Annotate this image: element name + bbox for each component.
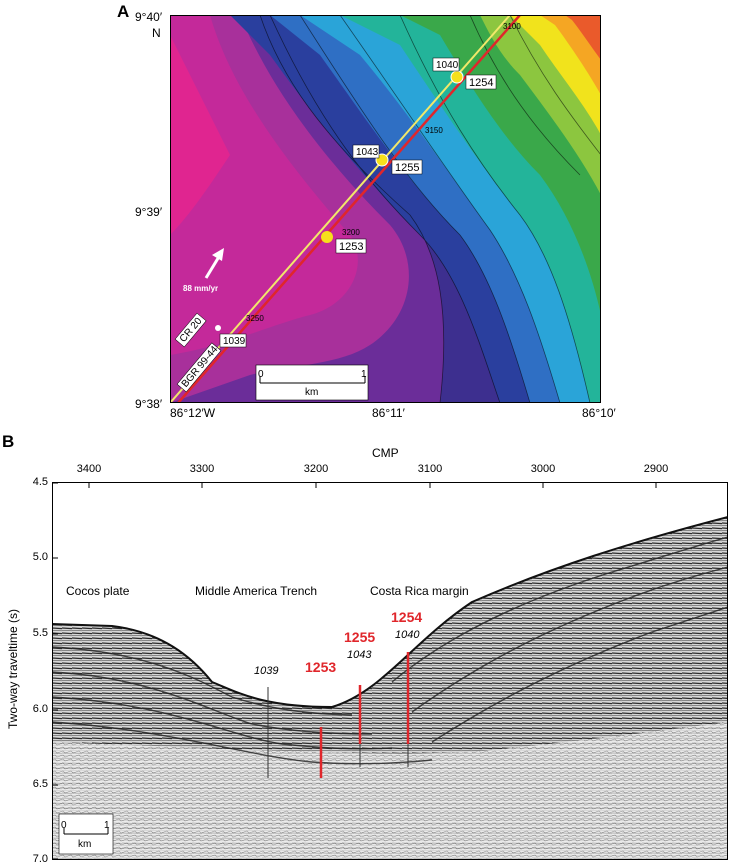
site-1254-seis-label: 1254	[391, 609, 422, 625]
seismic-section: Cocos plate Middle America Trench Costa …	[52, 482, 728, 860]
site-1039-marker	[215, 325, 221, 331]
twt-axis-title: Two-way traveltime (s)	[6, 608, 20, 730]
north-label: N	[152, 26, 161, 40]
twt-tick-5-0: 5.0	[32, 551, 48, 563]
cmp-tick-3100: 3100	[503, 22, 521, 31]
site-1039-seis-label: 1039	[254, 665, 278, 677]
plate-motion-arrow-icon	[204, 248, 224, 279]
site-1253-label: 1253	[339, 241, 363, 253]
site-1253-seis-label: 1253	[305, 659, 336, 675]
twt-tick-7-0: 7.0	[32, 853, 48, 865]
lon-label-west: 86°12′W	[170, 406, 216, 420]
cmp-tick-label-3300: 3300	[189, 463, 215, 475]
cmp-tick-3150: 3150	[425, 126, 443, 135]
twt-tick-4-5: 4.5	[32, 476, 48, 488]
cmp-axis-title: CMP	[372, 446, 399, 460]
lon-label-mid: 86°11′	[372, 406, 405, 420]
lat-label-mid: 9°39′	[135, 205, 163, 219]
map-scale-start: 0	[258, 369, 264, 380]
panel-b-label: B	[2, 432, 15, 451]
seis-scale-end: 1	[104, 820, 110, 831]
lon-label-east: 86°10′	[582, 406, 616, 420]
cmp-tick-label-3400: 3400	[76, 463, 102, 475]
cmp-tick-3250: 3250	[246, 314, 264, 323]
site-1043-seis-label: 1043	[347, 649, 372, 661]
twt-tick-5-5: 5.5	[32, 627, 48, 639]
twt-tick-6-5: 6.5	[32, 778, 48, 790]
cmp-tick-label-3200: 3200	[303, 463, 329, 475]
lat-label-bottom: 9°38′	[135, 397, 163, 411]
region-middle-america-trench: Middle America Trench	[195, 584, 317, 598]
map-scale-end: 1	[361, 369, 367, 380]
plate-velocity-label: 88 mm/yr	[183, 284, 218, 293]
site-1039-label: 1039	[223, 336, 246, 347]
cmp-tick-label-2900: 2900	[643, 463, 669, 475]
lat-label-top: 9°40′	[135, 10, 163, 24]
panel-a-label: A	[117, 2, 130, 21]
bathymetry-map: 3100 3150 3200 3250 1040 1254 1043 1255 …	[170, 15, 601, 403]
map-scale-unit: km	[305, 387, 318, 398]
site-1040-label: 1040	[436, 60, 459, 71]
twt-tick-6-0: 6.0	[32, 703, 48, 715]
seis-scale-start: 0	[61, 820, 67, 831]
site-1254-marker	[450, 70, 464, 84]
site-1254-label: 1254	[469, 77, 493, 89]
cmp-tick-3200: 3200	[342, 228, 360, 237]
seis-scale-unit: km	[78, 839, 91, 850]
site-1043-label: 1043	[356, 147, 379, 158]
site-1253-marker	[321, 231, 333, 243]
region-cocos-plate: Cocos plate	[66, 584, 130, 598]
region-costa-rica-margin: Costa Rica margin	[370, 584, 469, 598]
site-1040-seis-label: 1040	[395, 629, 420, 641]
cmp-tick-label-3100: 3100	[417, 463, 443, 475]
site-1255-seis-label: 1255	[344, 629, 375, 645]
site-1255-label: 1255	[395, 162, 419, 174]
cmp-tick-label-3000: 3000	[530, 463, 556, 475]
